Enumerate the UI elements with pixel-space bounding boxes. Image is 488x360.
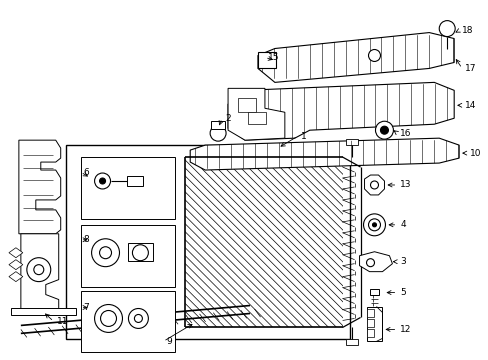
Bar (366, 306, 382, 341)
Circle shape (372, 223, 376, 227)
Polygon shape (9, 272, 23, 282)
Text: 12: 12 (400, 325, 411, 334)
Polygon shape (227, 88, 285, 140)
Text: 17: 17 (464, 64, 476, 73)
Text: 6: 6 (83, 167, 89, 176)
Polygon shape (364, 175, 384, 195)
Circle shape (94, 173, 110, 189)
Text: 5: 5 (400, 288, 406, 297)
Text: 4: 4 (400, 220, 405, 229)
Circle shape (370, 181, 378, 189)
Circle shape (94, 305, 122, 332)
Polygon shape (227, 82, 453, 140)
Text: 2: 2 (224, 114, 230, 123)
Circle shape (100, 247, 111, 259)
Circle shape (27, 258, 51, 282)
Bar (127, 176, 143, 186)
Bar (81, 291, 175, 352)
Bar (345, 139, 357, 145)
Bar (81, 157, 175, 219)
Text: 3: 3 (400, 257, 406, 266)
Text: 1: 1 (300, 132, 306, 141)
Text: 7: 7 (83, 303, 89, 312)
Circle shape (375, 121, 393, 139)
Circle shape (100, 178, 105, 184)
Circle shape (368, 50, 380, 62)
Bar (366, 329, 374, 337)
Bar (366, 310, 374, 318)
Bar (238, 98, 255, 112)
Circle shape (363, 214, 385, 236)
Bar (258, 53, 275, 68)
Circle shape (438, 21, 454, 37)
Polygon shape (359, 252, 392, 272)
Circle shape (134, 315, 142, 323)
Bar (345, 339, 357, 345)
Text: 15: 15 (267, 53, 279, 62)
Bar (11, 307, 76, 315)
Circle shape (366, 259, 374, 267)
Text: 14: 14 (464, 101, 475, 110)
Bar (247, 112, 265, 124)
Polygon shape (21, 234, 59, 310)
Text: 16: 16 (400, 129, 411, 138)
Polygon shape (19, 140, 61, 234)
Text: 8: 8 (83, 235, 89, 244)
Circle shape (210, 125, 225, 141)
Circle shape (368, 219, 380, 231)
Circle shape (132, 245, 148, 261)
Circle shape (380, 126, 387, 134)
Text: 13: 13 (400, 180, 411, 189)
Text: 10: 10 (469, 149, 481, 158)
Bar (128, 243, 153, 261)
Polygon shape (9, 260, 23, 270)
Text: 9: 9 (166, 337, 172, 346)
Bar (81, 225, 175, 287)
Bar (366, 319, 374, 328)
Circle shape (128, 309, 148, 328)
Circle shape (34, 265, 44, 275)
Polygon shape (258, 32, 453, 82)
Circle shape (91, 239, 119, 267)
Bar (65, 145, 349, 339)
Bar (211, 121, 224, 129)
Text: 18: 18 (461, 26, 473, 35)
Bar (369, 289, 379, 294)
Circle shape (101, 310, 116, 327)
Text: 11: 11 (57, 317, 68, 326)
Polygon shape (190, 138, 458, 170)
Polygon shape (9, 248, 23, 258)
